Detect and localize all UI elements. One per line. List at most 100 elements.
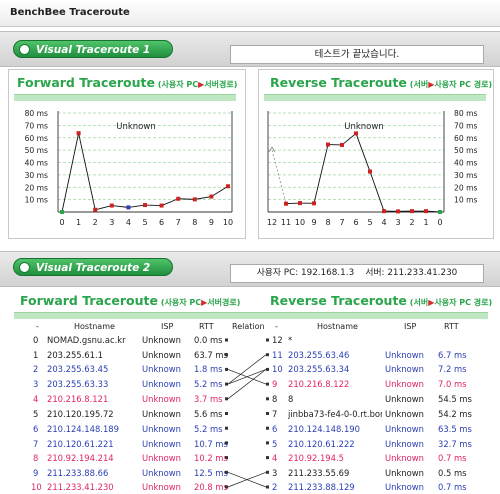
visual-traceroute-1-tab[interactable]: Visual Traceroute 1 (13, 40, 173, 58)
col-relation: Relation (232, 322, 265, 331)
data-point (298, 201, 302, 206)
x-tick-label: 10 (223, 218, 233, 227)
series-line (111, 205, 129, 208)
x-tick-label: 6 (159, 218, 164, 227)
reverse-hop-isp: Unknown (385, 439, 424, 449)
reverse-hop-isp: Unknown (385, 379, 424, 389)
relation-marker (225, 367, 228, 371)
y-tick-label: 10 ms (454, 196, 477, 205)
data-point (143, 203, 147, 208)
forward-hop-isp: Unknown (142, 350, 181, 360)
reverse-hop-host: 211.233.55.69 (288, 468, 350, 478)
relation-marker (266, 485, 269, 489)
series-line (425, 210, 441, 213)
series-line (178, 198, 195, 200)
relation-marker (225, 456, 228, 460)
forward-hop-isp: Unknown (142, 394, 181, 404)
reverse-hop-isp: Unknown (385, 364, 424, 374)
data-point (76, 131, 81, 136)
reverse-hop-isp: Unknown (385, 350, 424, 360)
data-point (326, 142, 330, 147)
series-line (194, 196, 212, 200)
col-hostname-forward: Hostname (74, 322, 115, 331)
data-point (424, 209, 428, 214)
forward-hop-rtt: 10.2 ms (194, 453, 228, 463)
ip-info-box: 사용자 PC: 192.168.1.3 서버: 211.233.41.230 (230, 264, 484, 283)
col-isp-forward: ISP (161, 322, 174, 331)
x-tick-label: 8 (325, 218, 330, 227)
forward-hop-rtt: 20.8 ms (194, 482, 228, 492)
x-tick-label: 2 (409, 218, 414, 227)
forward-hop-host: NOMAD.gsnu.ac.kr (47, 335, 126, 345)
x-tick-label: 9 (311, 218, 316, 227)
forward-hop-host: 210.120.195.72 (47, 409, 114, 419)
arrow-right-icon: ▶ (198, 80, 205, 89)
series-line (341, 133, 357, 146)
reverse-hop-rtt: 0.5 ms (438, 468, 467, 478)
y-tick-label: 50 ms (25, 146, 48, 155)
relation-marker (225, 412, 228, 415)
relation-connector (225, 338, 269, 489)
relation-link (227, 369, 267, 385)
data-point (159, 203, 164, 208)
data-point (284, 201, 288, 206)
reverse-hop-host: 8 (288, 394, 294, 404)
reverse-chart-label: Unknown (344, 122, 383, 132)
forward-table-heading: Forward Traceroute (사용자 PC▶서버경로) (20, 293, 241, 308)
reverse-hop-isp: Unknown (385, 468, 424, 478)
forward-hop-isp: Unknown (142, 468, 181, 478)
reverse-hop-index: 2 (272, 482, 278, 492)
reverse-traceroute-chart: 80 ms 70 ms 60 ms 50 ms 40 ms 30 ms 20 ms 10 ms… (267, 109, 478, 227)
y-tick-label: 30 ms (454, 171, 477, 180)
arrow-right-icon: ▶ (201, 298, 208, 307)
reverse-hop-index: 9 (272, 379, 278, 389)
forward-hop-isp: Unknown (142, 409, 181, 419)
reverse-hop-rtt: 63.5 ms (438, 424, 472, 434)
forward-hop-index: 0 (33, 335, 39, 345)
reverse-table-heading: Reverse Traceroute (서버▶사용자 PC 경로) (270, 293, 493, 308)
series-line (128, 204, 146, 208)
relation-link (227, 354, 267, 385)
x-tick-label: 5 (367, 218, 372, 227)
data-point (126, 205, 131, 210)
x-tick-label: 11 (281, 218, 291, 227)
reverse-hop-isp: Unknown (385, 424, 424, 434)
reverse-hop-host: * (288, 335, 293, 345)
reverse-hop-isp: Unknown (385, 394, 424, 404)
visual-traceroute-2-tab[interactable]: Visual Traceroute 2 (13, 258, 173, 276)
forward-chart-divider (14, 94, 236, 101)
forward-hop-rtt: 10.7 ms (194, 439, 228, 449)
forward-hop-rtt: 1.8 ms (194, 364, 223, 374)
relation-lines (225, 338, 269, 489)
data-point (368, 169, 372, 174)
x-tick-label: 6 (353, 218, 358, 227)
forward-hop-isp: Unknown (142, 335, 181, 345)
forward-hop-index: 1 (33, 350, 39, 360)
relation-marker (266, 382, 269, 386)
data-point (354, 131, 358, 136)
series-line (161, 198, 179, 206)
y-tick-label: 70 ms (25, 121, 48, 130)
reverse-hop-rtt: 32.7 ms (438, 439, 472, 449)
forward-hop-isp: Unknown (142, 364, 181, 374)
app-title: BenchBee Traceroute (10, 7, 130, 18)
x-tick-label: 2 (93, 218, 98, 227)
reverse-hop-rtt: 54.5 ms (438, 394, 472, 404)
forward-hop-rtt: 3.7 ms (194, 394, 223, 404)
reverse-chart-divider (264, 94, 486, 101)
forward-hop-rtt: 12.5 ms (194, 468, 228, 478)
x-tick-label: 4 (381, 218, 386, 227)
forward-hop-host: 203.255.61.1 (47, 350, 103, 360)
col-rtt-reverse: RTT (444, 322, 459, 331)
series-line (95, 205, 112, 211)
reverse-hop-rtt: 54.2 ms (438, 409, 472, 419)
forward-hop-index: 4 (33, 394, 39, 404)
series-line (78, 133, 96, 210)
forward-hop-host: 211.233.41.230 (47, 482, 114, 492)
relation-marker (225, 397, 228, 401)
y-tick-label: 80 ms (454, 109, 477, 118)
series-line (61, 133, 80, 213)
relation-marker (266, 426, 269, 430)
y-tick-label: 60 ms (454, 134, 477, 143)
data-point (312, 201, 316, 206)
